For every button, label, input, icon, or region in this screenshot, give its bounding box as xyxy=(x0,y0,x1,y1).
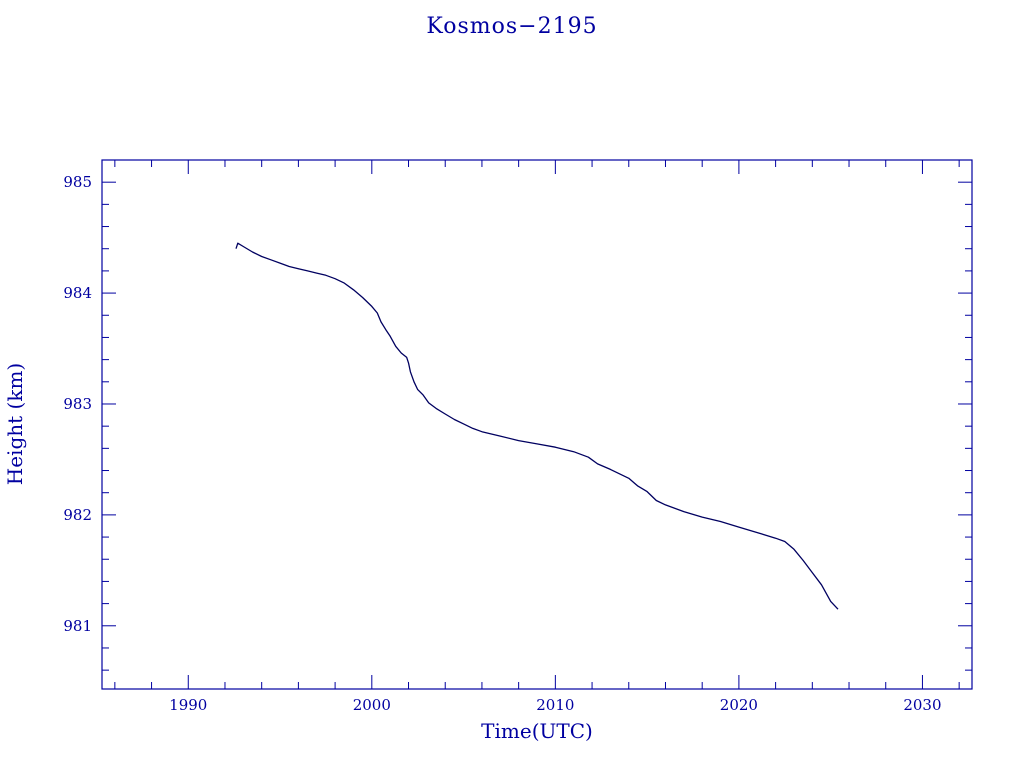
y-tick-label: 985 xyxy=(63,173,92,191)
series-group xyxy=(235,242,839,610)
x-tick-label: 2030 xyxy=(903,696,941,714)
y-axis-label: Height (km) xyxy=(3,363,27,485)
x-axis-label: Time(UTC) xyxy=(481,719,593,743)
chart-title: Kosmos−2195 xyxy=(426,14,598,39)
y-tick-labels: 981 982 983 984 985 xyxy=(63,173,92,635)
x-tick-label: 2020 xyxy=(720,696,758,714)
plot-frame xyxy=(101,159,973,690)
x-tick-label: 2010 xyxy=(536,696,574,714)
x-tick-label: 1990 xyxy=(169,696,207,714)
x-tick-labels: 1990 2000 2010 2020 2030 xyxy=(169,696,941,714)
y-tick-label: 982 xyxy=(63,506,92,524)
x-tick-label: 2000 xyxy=(353,696,391,714)
axis-ticks xyxy=(102,159,972,689)
y-tick-label: 984 xyxy=(63,284,92,302)
y-tick-label: 983 xyxy=(63,395,92,413)
series-line xyxy=(235,242,839,610)
y-tick-label: 981 xyxy=(63,617,92,635)
